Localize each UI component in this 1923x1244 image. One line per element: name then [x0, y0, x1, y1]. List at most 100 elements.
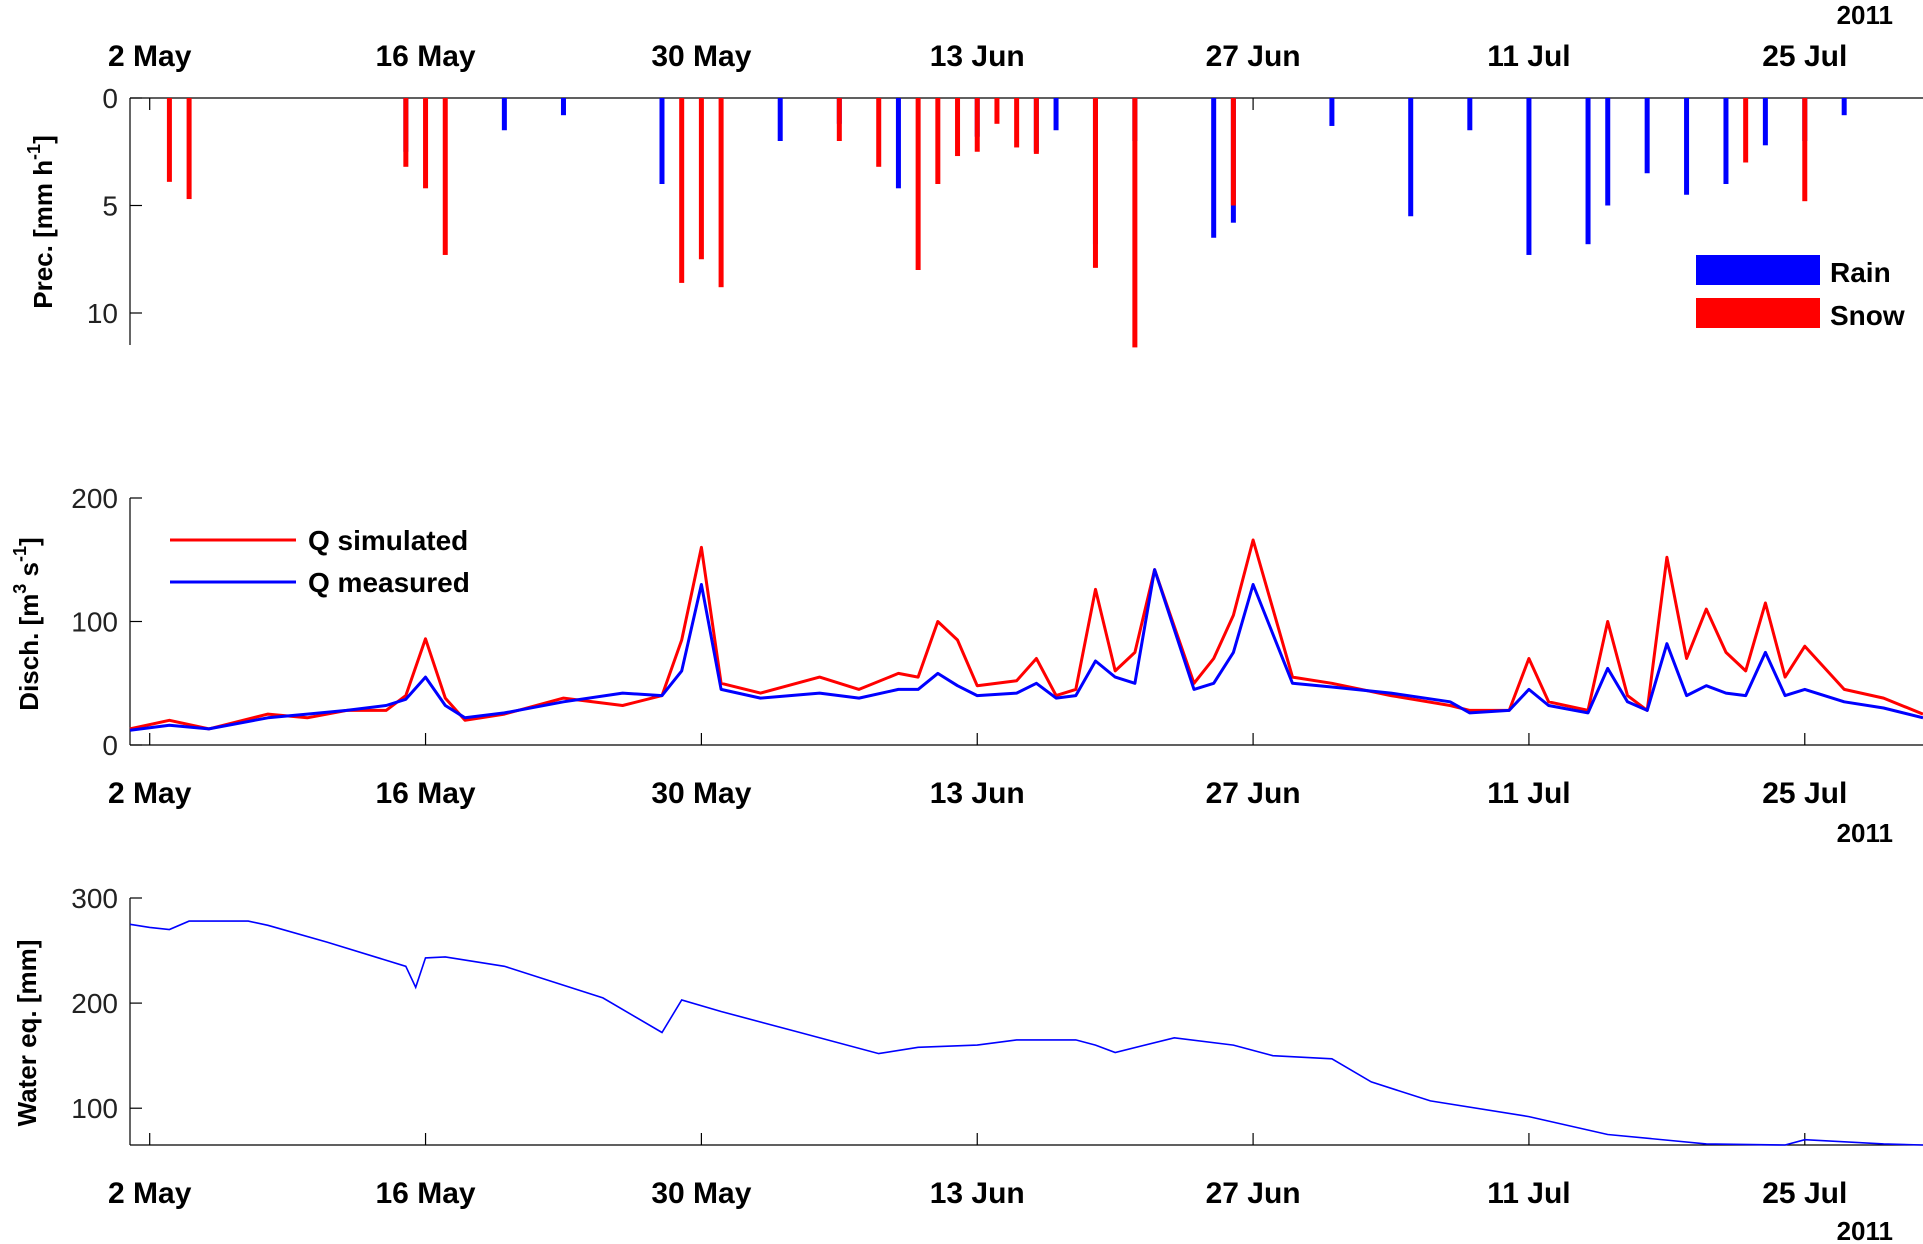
precipitation-bar-snow	[1743, 98, 1749, 163]
precipitation-bar-rain	[560, 98, 566, 116]
water-equivalent-y-tick-label: 100	[71, 1093, 118, 1124]
discharge-y-axis-label: Disch. [m3 s-1]	[10, 537, 44, 710]
water-equivalent-x-tick-label: 30 May	[651, 1177, 751, 1210]
precipitation-bar-snow	[1033, 98, 1039, 154]
precipitation-year-label: 2011	[1837, 0, 1893, 30]
precipitation-bar-rain	[895, 98, 901, 189]
precipitation-panel: 2 May 16 May 30 May 13 Jun 27 Jun 11 Jul 25 Ju…	[24, 0, 1923, 348]
discharge-y-tick-label: 0	[102, 730, 118, 761]
precipitation-bar-rain	[659, 98, 665, 184]
water-equivalent-x-tick-label: 2 May	[108, 1177, 192, 1210]
precipitation-y-ticks: 0 5 10	[87, 83, 142, 329]
water-equivalent-y-ticks: 100 200 300	[71, 883, 142, 1124]
precipitation-y-tick-label: 0	[102, 83, 118, 114]
legend-rain-label: Rain	[1830, 257, 1891, 288]
discharge-y-ticks: 0 100 200	[71, 483, 142, 761]
precipitation-bar-snow	[698, 98, 704, 260]
water-equivalent-x-tick-label: 25 Jul	[1762, 1177, 1847, 1210]
water-equivalent-x-tick-label: 16 May	[376, 1177, 476, 1210]
discharge-x-tick-label: 30 May	[651, 777, 751, 810]
water-equivalent-date-ticks: 2 May 16 May 30 May 13 Jun 27 Jun 11 Jul 25 Ju…	[108, 1133, 1847, 1210]
precipitation-bar-rain	[1053, 98, 1059, 131]
precipitation-bar-rain	[1526, 98, 1532, 255]
precipitation-bar-rain	[1211, 98, 1217, 238]
series-line-water-equivalent	[129, 920, 1923, 1146]
precipitation-bar-snow	[186, 98, 192, 200]
precipitation-bar-rain	[1644, 98, 1650, 174]
water-equivalent-x-tick-label: 11 Jul	[1487, 1177, 1570, 1210]
precipitation-bar-rain	[1585, 98, 1591, 245]
precipitation-bar-rain	[1408, 98, 1414, 217]
water-equivalent-x-tick-label: 27 Jun	[1206, 1177, 1301, 1210]
precipitation-x-tick-label: 16 May	[376, 40, 476, 73]
precipitation-bars	[166, 98, 1847, 348]
discharge-lines	[129, 538, 1923, 732]
water-equivalent-y-tick-label: 300	[71, 883, 118, 914]
discharge-legend: Q simulated Q measured	[170, 525, 470, 598]
precipitation-bar-snow	[1092, 98, 1098, 268]
series-line-q-simulated	[129, 538, 1923, 731]
precipitation-bar-rain	[1605, 98, 1611, 206]
precipitation-bar-snow	[442, 98, 448, 255]
precipitation-bar-rain	[1329, 98, 1335, 126]
precipitation-x-tick-label: 27 Jun	[1206, 40, 1301, 73]
precipitation-bar-rain	[501, 98, 507, 131]
discharge-panel: 0 100 200 2 May 16 May 30 May 13 Jun 27 Jun 11 …	[10, 483, 1923, 848]
precipitation-bar-snow	[1132, 98, 1138, 348]
discharge-date-ticks: 2 May 16 May 30 May 13 Jun 27 Jun 11 Jul 25 Ju…	[108, 733, 1847, 810]
precipitation-x-tick-label: 13 Jun	[930, 40, 1025, 73]
legend-snow-swatch	[1696, 298, 1820, 328]
precipitation-legend: Rain Snow	[1696, 255, 1905, 331]
water-equivalent-y-tick-label: 200	[71, 988, 118, 1019]
water-equivalent-line	[129, 920, 1923, 1146]
precipitation-bar-snow	[1230, 98, 1236, 206]
discharge-year-label: 2011	[1837, 818, 1893, 848]
precipitation-bar-snow	[403, 98, 409, 167]
water-equivalent-y-axis-label: Water eq. [mm]	[12, 940, 42, 1127]
precipitation-y-tick-label: 10	[87, 298, 118, 329]
precipitation-top-date-ticks: 2 May 16 May 30 May 13 Jun 27 Jun 11 Jul 25 Ju…	[108, 40, 1847, 110]
precipitation-bar-snow	[955, 98, 961, 157]
precipitation-x-tick-label: 2 May	[108, 40, 192, 73]
precipitation-bar-rain	[1684, 98, 1690, 195]
precipitation-bar-snow	[974, 98, 980, 152]
series-line-q-measured	[129, 568, 1923, 732]
precipitation-bar-snow	[836, 98, 842, 141]
precipitation-bar-rain	[777, 98, 783, 141]
legend-rain-swatch	[1696, 255, 1820, 285]
discharge-y-tick-label: 100	[71, 607, 118, 638]
precipitation-y-tick-label: 5	[102, 191, 118, 222]
water-equivalent-panel: 100 200 300 2 May 16 May 30 May 13 Jun 27 Jun 1…	[12, 883, 1923, 1244]
discharge-x-tick-label: 2 May	[108, 777, 192, 810]
precipitation-x-tick-label: 25 Jul	[1762, 40, 1847, 73]
precipitation-bar-rain	[1841, 98, 1847, 116]
discharge-x-tick-label: 11 Jul	[1487, 777, 1570, 810]
precipitation-bar-snow	[1802, 98, 1808, 202]
discharge-y-tick-label: 200	[71, 483, 118, 514]
precipitation-bar-snow	[1014, 98, 1020, 148]
discharge-x-tick-label: 27 Jun	[1206, 777, 1301, 810]
legend-q-simulated-label: Q simulated	[308, 525, 468, 556]
precipitation-bar-rain	[1723, 98, 1729, 184]
water-equivalent-year-label: 2011	[1837, 1216, 1893, 1244]
precipitation-y-axis-label: Prec. [mm h-1]	[24, 135, 58, 309]
precipitation-bar-snow	[915, 98, 921, 270]
precipitation-bar-snow	[994, 98, 1000, 124]
precipitation-x-tick-label: 30 May	[651, 40, 751, 73]
discharge-x-tick-label: 16 May	[376, 777, 476, 810]
discharge-x-tick-label: 25 Jul	[1762, 777, 1847, 810]
precipitation-bar-snow	[935, 98, 941, 184]
precipitation-bar-snow	[679, 98, 685, 283]
legend-snow-label: Snow	[1830, 300, 1905, 331]
water-equivalent-x-tick-label: 13 Jun	[930, 1177, 1025, 1210]
precipitation-x-tick-label: 11 Jul	[1487, 40, 1570, 73]
precipitation-bar-rain	[1762, 98, 1768, 146]
precipitation-bar-snow	[423, 98, 429, 189]
precipitation-bar-snow	[718, 98, 724, 288]
discharge-x-tick-label: 13 Jun	[930, 777, 1025, 810]
precipitation-bar-rain	[1467, 98, 1473, 131]
legend-q-measured-label: Q measured	[308, 567, 470, 598]
precipitation-bar-snow	[876, 98, 882, 167]
precipitation-bar-snow	[166, 98, 172, 182]
